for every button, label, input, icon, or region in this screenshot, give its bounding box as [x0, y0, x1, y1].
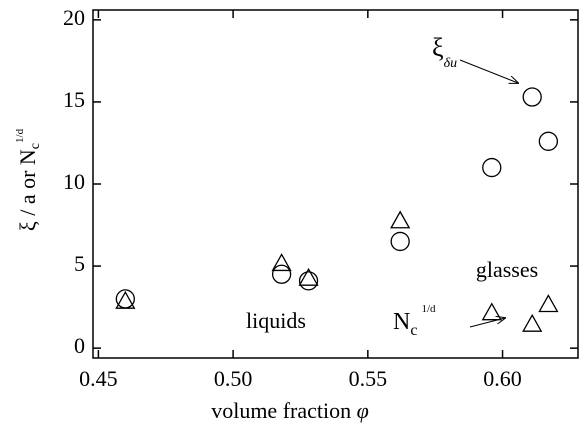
- triangle-point: [538, 294, 559, 313]
- xi-annotation: ξδu: [432, 33, 457, 71]
- y-tick-label: 5: [74, 251, 85, 276]
- circle-point: [522, 87, 542, 107]
- triangle-point: [298, 267, 319, 286]
- circle-point: [271, 264, 292, 284]
- x-tick-label: 0.45: [79, 366, 118, 391]
- arrow: [459, 59, 518, 83]
- nc-annotation: Nc1/d: [393, 303, 436, 339]
- circle-point: [538, 131, 559, 151]
- plot-frame: [92, 9, 579, 359]
- triangle-point: [481, 302, 502, 321]
- glasses-label: glasses: [476, 257, 538, 282]
- x-tick-label: 0.60: [483, 366, 522, 391]
- y-tick-label: 20: [63, 5, 85, 30]
- circle-point: [298, 271, 319, 291]
- triangle-point: [271, 253, 292, 272]
- y-tick-label: 10: [63, 169, 85, 194]
- x-tick-label: 0.55: [349, 366, 388, 391]
- y-tick-label: 0: [74, 333, 85, 358]
- y-tick-label: 15: [63, 87, 85, 112]
- triangle-point: [522, 313, 543, 332]
- triangle-point: [115, 290, 136, 309]
- circle-point: [482, 157, 502, 178]
- x-tick-label: 0.50: [214, 366, 253, 391]
- x-axis-label: volume fraction φ: [211, 398, 369, 423]
- y-axis-label: ξ / a or Nc1/d: [14, 128, 44, 231]
- circle-point: [390, 231, 410, 252]
- triangle-point: [390, 210, 411, 229]
- liquids-label: liquids: [246, 308, 306, 333]
